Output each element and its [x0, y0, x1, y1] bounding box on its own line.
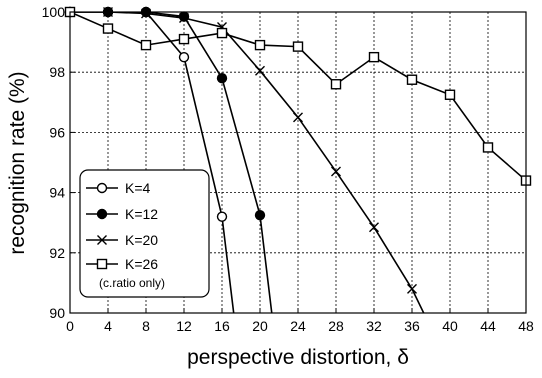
- y-tick-label-2: 94: [49, 185, 65, 201]
- data-point-s2-9: [407, 283, 417, 294]
- data-point-s3-4: [216, 27, 228, 39]
- data-point-s3-1: [102, 23, 114, 34]
- data-point-s3-7: [330, 79, 342, 90]
- data-point-s0-3: [178, 51, 190, 63]
- x-tick-label-2: 8: [142, 318, 150, 334]
- legend-marker-k4: [96, 182, 108, 194]
- x-tick-label-10: 40: [442, 318, 458, 334]
- y-tick-label-4: 98: [49, 64, 65, 80]
- y-tick-label-1: 92: [49, 245, 65, 261]
- x-tick-label-4: 16: [214, 318, 230, 334]
- data-point-s2-2: [141, 8, 151, 19]
- legend-marker-k12: [96, 208, 108, 220]
- y-axis-ticks: 90 92 94 96 98 100: [42, 4, 75, 321]
- data-point-s0-4: [216, 211, 228, 222]
- x-tick-label-7: 28: [328, 318, 344, 334]
- data-point-s1-4: [216, 73, 228, 84]
- legend-label-k20: K=20: [125, 232, 158, 248]
- data-point-s2-6: [293, 112, 303, 123]
- x-tick-label-0: 0: [66, 318, 74, 334]
- legend-label-k4: K=4: [125, 180, 151, 196]
- data-point-s1-3: [178, 11, 190, 22]
- x-tick-label-11: 44: [480, 318, 496, 334]
- data-point-s3-5: [254, 39, 266, 51]
- legend-box: [79, 169, 210, 298]
- data-point-s3-2: [140, 39, 152, 51]
- x-tick-label-9: 36: [404, 318, 420, 334]
- y-axis-label: recognition rate (%): [6, 71, 29, 254]
- legend-label-k12: K=12: [125, 206, 158, 222]
- data-point-s1-5: [254, 209, 266, 221]
- y-tick-label-3: 96: [49, 124, 65, 140]
- legend-note-k26: (c.ratio only): [99, 276, 165, 290]
- legend-marker-k26: [96, 258, 108, 270]
- data-point-s3-3: [178, 33, 190, 45]
- data-point-s3-9: [406, 74, 418, 85]
- data-point-s2-5: [255, 65, 265, 76]
- data-point-s3-8: [368, 51, 380, 63]
- x-tick-label-8: 32: [366, 318, 382, 334]
- x-axis-ticks: 0 4 8 12 16 20 24 28 32 36 40 44 48: [66, 308, 534, 334]
- x-tick-label-3: 12: [176, 318, 192, 334]
- x-tick-label-1: 4: [104, 318, 112, 334]
- data-point-s3-6: [292, 41, 304, 52]
- legend-label-k26: K=26: [125, 256, 158, 272]
- legend-marker-k20: [97, 235, 107, 245]
- x-axis-label: perspective distortion, δ: [187, 346, 409, 369]
- series-line-0: [70, 12, 235, 313]
- y-tick-label-5: 100: [42, 4, 66, 20]
- data-point-s3-10: [444, 89, 456, 100]
- data-point-s2-8: [369, 222, 379, 233]
- x-tick-label-6: 24: [290, 318, 306, 334]
- data-point-s3-11: [482, 142, 494, 153]
- y-tick-label-0: 90: [49, 305, 65, 321]
- data-point-s2-7: [331, 166, 341, 177]
- legend: K=4 K=12 K=20 K=26 (c.ratio only): [79, 169, 210, 298]
- x-tick-label-5: 20: [252, 318, 268, 334]
- data-point-s2-3: [179, 13, 189, 24]
- x-tick-label-12: 48: [518, 318, 534, 334]
